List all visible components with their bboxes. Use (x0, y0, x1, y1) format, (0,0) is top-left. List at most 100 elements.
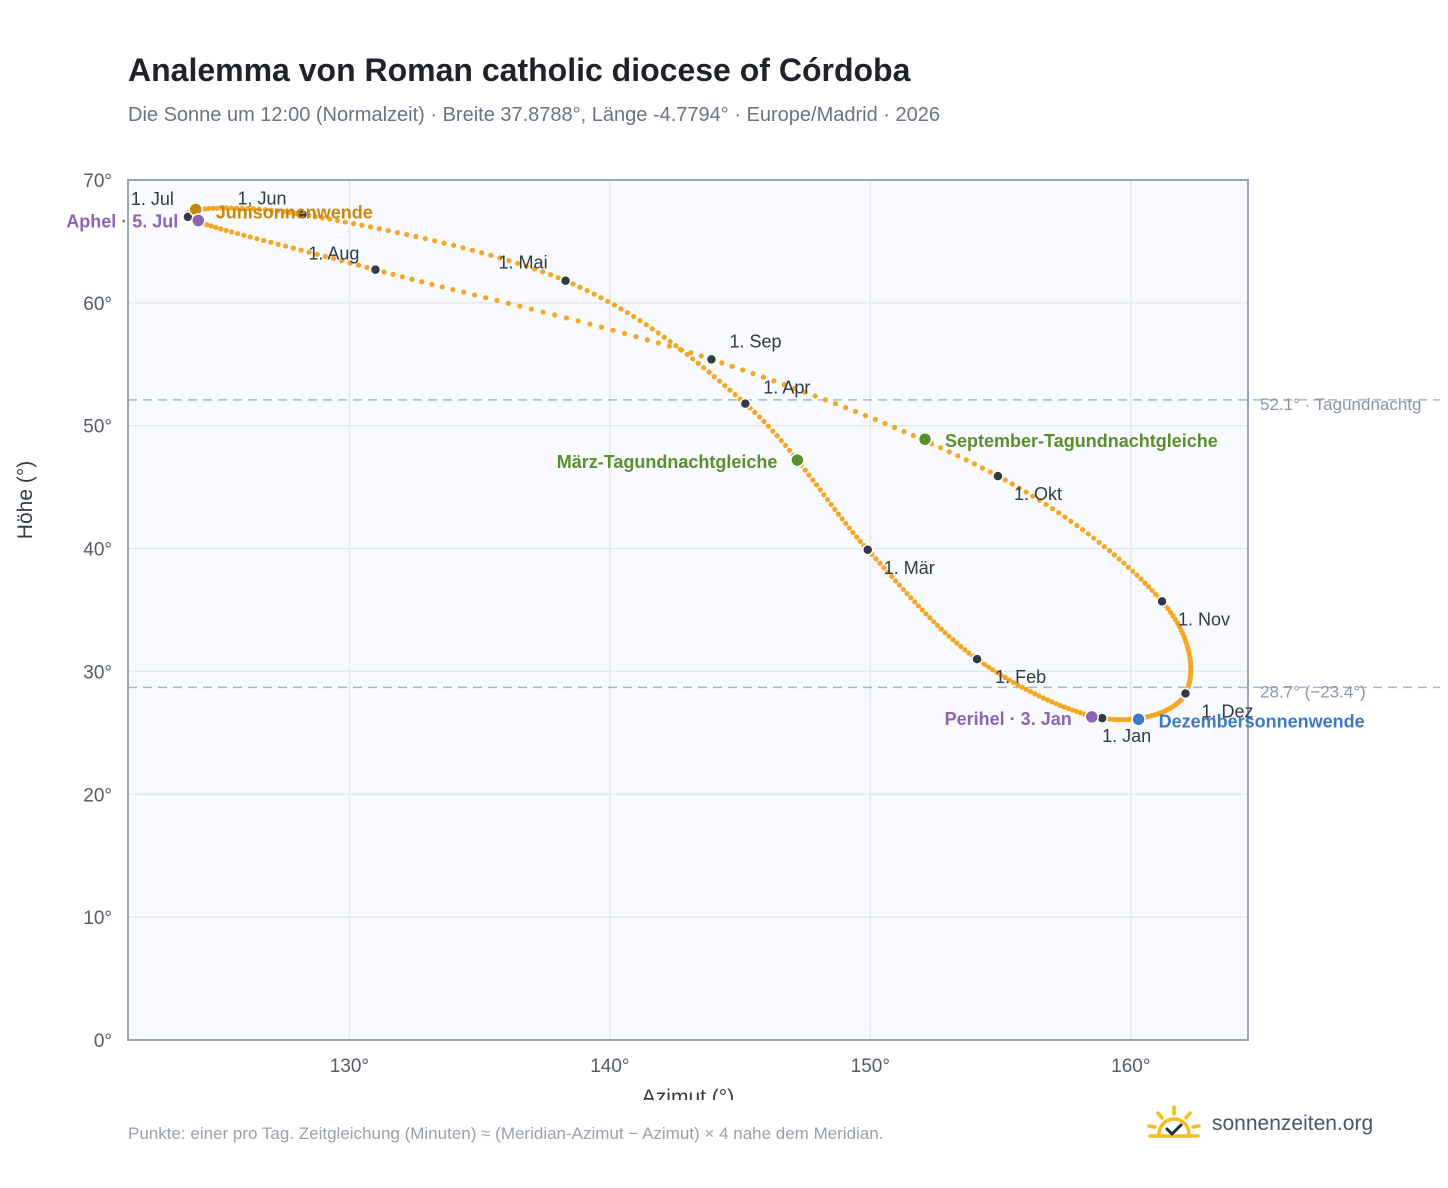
daily-sun-position (432, 238, 438, 244)
daily-sun-position (1121, 560, 1127, 566)
daily-sun-position (235, 230, 241, 237)
daily-sun-position (1116, 556, 1122, 562)
daily-sun-position (268, 207, 274, 213)
daily-sun-position (885, 569, 891, 575)
daily-sun-position (986, 664, 992, 670)
daily-sun-position (990, 667, 996, 673)
sun-check-icon (1147, 1105, 1201, 1138)
daily-sun-position (813, 482, 820, 488)
daily-sun-position (342, 219, 348, 225)
daily-sun-position (1002, 674, 1008, 681)
month-label: 1. Sep (729, 331, 781, 351)
daily-sun-position (1061, 704, 1067, 710)
daily-sun-position (483, 295, 489, 301)
daily-sun-position (893, 578, 899, 584)
month-marker (1179, 687, 1192, 700)
daily-sun-position (1111, 552, 1117, 558)
daily-sun-position (1073, 708, 1080, 715)
daily-sun-position (982, 661, 988, 668)
daily-sun-position (910, 432, 916, 439)
daily-sun-position (934, 622, 941, 628)
daily-sun-position (587, 321, 593, 327)
daily-sun-position (673, 343, 679, 349)
daily-sun-position (791, 385, 798, 391)
daily-sun-position (782, 442, 789, 449)
daily-sun-position (399, 274, 405, 280)
daily-sun-position (822, 397, 828, 403)
daily-sun-position (234, 205, 240, 211)
daily-sun-position (229, 229, 235, 235)
daily-sun-position (413, 233, 419, 240)
brand[interactable]: sonnenzeiten.org (1146, 1102, 1373, 1146)
daily-sun-position (802, 467, 808, 473)
daily-sun-position (698, 353, 704, 359)
reference-line-label: 52.1° · Tagundnachtg (1260, 395, 1422, 414)
daily-sun-position (441, 240, 447, 246)
daily-sun-position (850, 529, 856, 536)
month-marker (559, 274, 572, 287)
daily-sun-position (828, 501, 834, 508)
daily-sun-position (962, 647, 968, 653)
daily-sun-position (761, 418, 767, 425)
special-point-label: Dezembersonnenwende (1159, 711, 1365, 731)
daily-sun-position (306, 249, 312, 255)
daily-sun-position (223, 205, 230, 211)
daily-sun-position (540, 309, 546, 315)
daily-sun-position (643, 322, 649, 328)
daily-sun-position (347, 260, 353, 266)
special-point-label: September-Tagundnachtgleiche (945, 431, 1218, 451)
y-tick-label: 0° (94, 1031, 112, 1052)
daily-sun-position (882, 420, 888, 427)
daily-sun-position (958, 643, 964, 650)
daily-sun-position (666, 343, 673, 349)
brand-name[interactable]: sonnenzeiten.org (1212, 1112, 1374, 1135)
daily-sun-position (1138, 576, 1144, 582)
daily-sun-position (1015, 682, 1021, 688)
daily-sun-position (946, 633, 952, 639)
daily-sun-position (618, 306, 624, 312)
special-point-label: Junisonnenwende (216, 202, 373, 222)
daily-sun-position (872, 416, 878, 423)
special-point (1084, 709, 1099, 725)
daily-sun-position (1053, 701, 1059, 707)
daily-sun-position (706, 369, 712, 375)
chart-subtitle: Die Sonne um 12:00 (Normalzeit) · Breite… (128, 104, 941, 126)
special-point-label: März-Tagundnachtgleiche (557, 452, 778, 472)
y-tick-label: 30° (83, 662, 112, 683)
daily-sun-position (889, 573, 895, 580)
daily-sun-position (312, 214, 319, 220)
daily-sun-position (439, 284, 445, 290)
daily-sun-position (661, 334, 667, 340)
daily-sun-position (210, 205, 216, 211)
daily-sun-position (942, 630, 948, 636)
daily-sun-position (314, 251, 320, 257)
daily-sun-position (1016, 485, 1022, 491)
daily-sun-position (955, 453, 961, 459)
daily-sun-position (497, 255, 503, 261)
daily-sun-position (204, 222, 210, 228)
x-tick-label: 150° (851, 1056, 890, 1077)
daily-sun-position (832, 401, 839, 407)
daily-sun-position (605, 298, 611, 304)
daily-sun-position (1065, 706, 1072, 712)
month-label: 1. Mai (499, 253, 548, 273)
daily-sun-position (219, 205, 225, 211)
daily-sun-position (1134, 572, 1140, 578)
month-marker (296, 208, 309, 221)
daily-sun-position (631, 314, 637, 320)
daily-sun-position (494, 297, 500, 304)
daily-sun-position (334, 217, 341, 224)
daily-sun-position (254, 236, 260, 242)
daily-sun-position (517, 303, 523, 309)
daily-sun-position (722, 383, 728, 389)
daily-sun-position (937, 445, 944, 451)
daily-sun-position (624, 310, 631, 316)
x-axis-title: Azimut (°) (642, 1086, 734, 1100)
daily-sun-position (862, 412, 869, 419)
daily-sun-position (450, 286, 456, 293)
daily-sun-position (781, 381, 787, 388)
daily-sun-position (655, 330, 661, 336)
daily-sun-position (555, 275, 561, 281)
daily-sun-position (376, 226, 382, 232)
month-marker (992, 470, 1004, 482)
